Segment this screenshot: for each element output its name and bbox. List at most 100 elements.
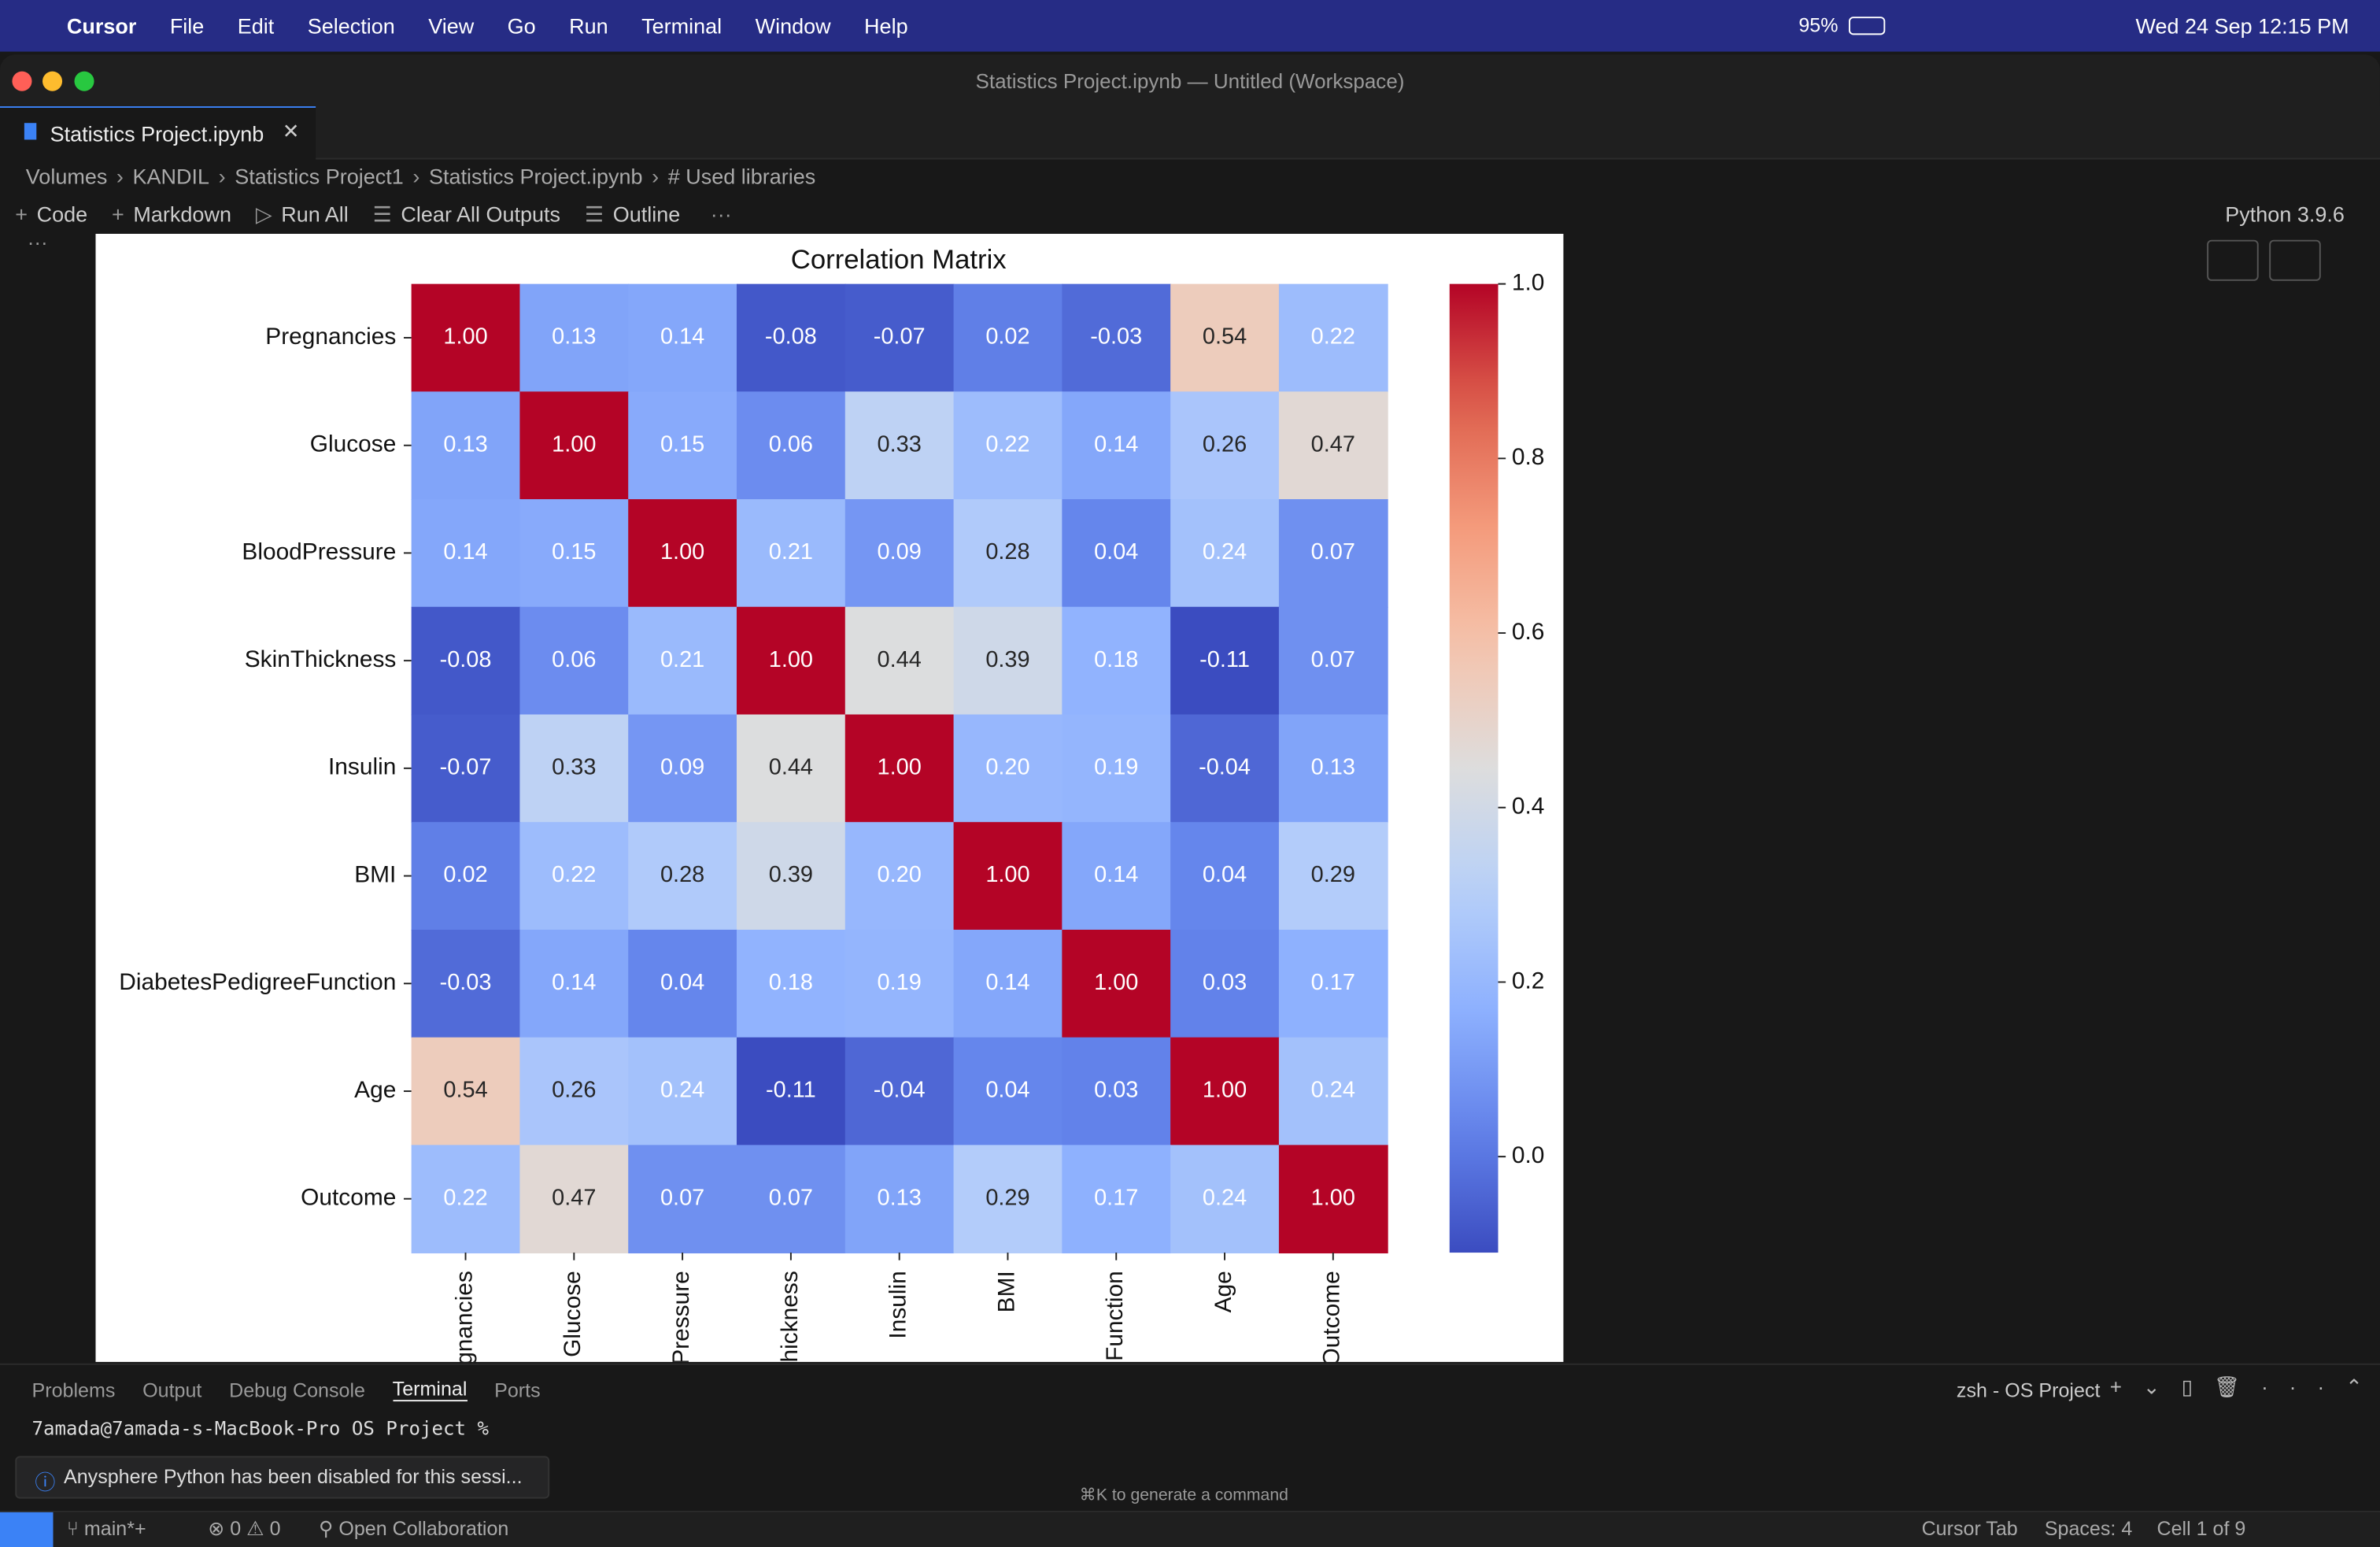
cell-label: -0.08 [765, 324, 817, 350]
problems[interactable]: ⊗ 0 ⚠ 0 [208, 1516, 281, 1540]
x-tick-label: Glucose [560, 1271, 586, 1357]
heatmap-cell [953, 499, 1063, 608]
colorbar-tick-label: 0.0 [1512, 1142, 1545, 1168]
heatmap-cell [1062, 1037, 1172, 1146]
spaces[interactable]: Spaces: 4 [2044, 1516, 2133, 1540]
heatmap-cell [844, 929, 955, 1038]
menu-item[interactable]: Go [507, 13, 536, 39]
cell-label: 0.18 [1094, 647, 1138, 672]
heatmap-cell [628, 929, 737, 1038]
editor-tab[interactable]: Statistics Project.ipynb ✕ [0, 105, 316, 160]
cell-label: -0.03 [440, 970, 492, 995]
panel-tab[interactable]: Ports [494, 1378, 541, 1401]
run-all[interactable]: Run All [281, 202, 349, 227]
heatmap-cell [628, 714, 737, 823]
x-tick-label: Age [1210, 1271, 1236, 1312]
close-button[interactable] [12, 71, 32, 91]
heatmap-cell [519, 822, 630, 931]
breadcrumb[interactable]: Statistics Project1 [235, 164, 404, 189]
menu-item[interactable]: Help [864, 13, 908, 39]
menu-item[interactable]: File [169, 13, 205, 39]
cell-label: 0.54 [443, 1078, 487, 1103]
heatmap-cell [411, 391, 521, 501]
chart: Correlation Matrix 1.00 0.13 0.14 -0.08 -0.0… [95, 233, 1564, 1362]
minimize-button[interactable] [42, 71, 63, 91]
cell-label: 1.00 [1094, 970, 1138, 995]
branch-name: main*+ [83, 1516, 146, 1540]
breadcrumb[interactable]: KANDIL [132, 164, 210, 189]
heatmap-cell [736, 1037, 846, 1146]
x-tick-label: Insulin [885, 1271, 911, 1338]
cell-label: 0.04 [660, 970, 704, 995]
heatmap-cell [628, 1037, 737, 1146]
zoom-button[interactable] [74, 71, 94, 91]
menu-item[interactable]: Edit [237, 13, 275, 39]
branch[interactable]: ⑂ main*+ [66, 1516, 146, 1540]
copy-button[interactable] [2207, 239, 2259, 281]
cell-label: 0.15 [552, 539, 596, 564]
cell-label: -0.04 [874, 1078, 926, 1103]
cell-label: 0.07 [1311, 539, 1355, 564]
collab[interactable]: ⚲ Open Collaboration [318, 1516, 509, 1540]
breadcrumb[interactable]: # Used libraries [667, 164, 816, 189]
menu-item[interactable]: Selection [307, 13, 395, 39]
heatmap-cell [628, 499, 737, 608]
menu-item[interactable]: View [428, 13, 475, 39]
heatmap-cell [1062, 606, 1172, 716]
cell-label: 0.44 [878, 647, 922, 672]
app-name[interactable]: Cursor [66, 13, 137, 39]
add-markdown[interactable]: Markdown [133, 202, 231, 227]
clock[interactable]: Wed 24 Sep 12:15 PM [2135, 13, 2349, 39]
cell-label: 0.17 [1094, 1185, 1138, 1210]
add-code[interactable]: Code [36, 202, 88, 227]
window-title: Statistics Project.ipynb — Untitled (Wor… [975, 69, 1405, 93]
cell-more[interactable]: ··· [27, 231, 48, 254]
cell-label: 0.47 [552, 1185, 596, 1210]
breadcrumb[interactable]: Volumes [25, 164, 108, 189]
menu-item[interactable]: Window [755, 13, 831, 39]
notification[interactable]: ⓘ Anysphere Python has been disabled for… [15, 1456, 550, 1499]
cursor-tab[interactable]: Cursor Tab [1921, 1516, 2018, 1540]
heatmap-cell [736, 606, 846, 716]
menu-item[interactable]: Terminal [641, 13, 722, 39]
cell-label: 0.02 [985, 324, 1029, 350]
colorbar-tick-label: 0.2 [1512, 968, 1545, 994]
remote-button[interactable] [0, 1512, 54, 1547]
colorbar-tick-label: 0.4 [1512, 794, 1545, 820]
breadcrumb[interactable]: Statistics Project.ipynb [428, 164, 643, 189]
cell-label: 0.21 [769, 539, 813, 564]
cell-label: 0.13 [1311, 754, 1355, 779]
x-tick-label: BMI [993, 1271, 1019, 1312]
heatmap-cell [736, 1145, 846, 1254]
heatmap-cell [1170, 499, 1280, 608]
heatmap-cell [411, 929, 521, 1038]
panel-actions[interactable]: +⌄▯🗑···⌃✕ [2109, 1375, 2380, 1399]
tab-title[interactable]: Statistics Project.ipynb [50, 121, 264, 146]
tab-close[interactable]: ✕ [282, 120, 300, 143]
menu-item[interactable]: Run [569, 13, 608, 39]
heatmap-cell [411, 822, 521, 931]
panel-tab[interactable]: Terminal [392, 1377, 468, 1402]
cell-position[interactable]: Cell 1 of 9 [2156, 1516, 2246, 1540]
heatmap-cell [519, 1145, 630, 1254]
save-button[interactable] [2269, 239, 2321, 281]
panel-tab[interactable]: Output [142, 1378, 202, 1401]
cell-label: 1.00 [443, 324, 487, 350]
cell-label: 0.15 [660, 431, 704, 457]
heatmap-cell [519, 391, 630, 501]
heatmap-cell [628, 391, 737, 501]
clear-outputs[interactable]: Clear All Outputs [401, 202, 561, 227]
heatmap-cell [736, 929, 846, 1038]
panel-tab[interactable]: Problems [31, 1378, 116, 1401]
breadcrumbs: Volumes › KANDIL › Statistics Project1 › St… [25, 164, 816, 189]
cell-label: 0.20 [985, 754, 1029, 779]
cell-label: 0.18 [769, 970, 813, 995]
heatmap-cell [953, 822, 1063, 931]
heatmap-cell [628, 606, 737, 716]
outline[interactable]: Outline [612, 202, 681, 227]
kernel-picker[interactable]: Python 3.9.6 [2225, 202, 2345, 227]
notebook-toolbar: + Code + Markdown ▷ Run All ☰ Clear All Outp… [15, 201, 732, 227]
panel-tab[interactable]: Debug Console [229, 1378, 365, 1401]
heatmap-cell [628, 283, 737, 393]
terminal-name[interactable]: zsh - OS Project [1956, 1379, 2101, 1402]
